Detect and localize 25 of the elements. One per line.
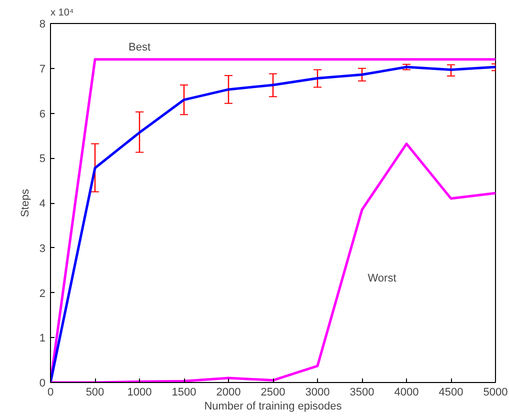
y-tick-label: 8 xyxy=(39,18,46,30)
x-tick-label: 5000 xyxy=(483,386,508,398)
x-tick-label: 4500 xyxy=(438,386,464,398)
x-axis-title: Number of training episodes xyxy=(204,400,342,412)
x-tick-label: 3000 xyxy=(305,386,330,398)
text: x 10⁴ xyxy=(50,8,74,18)
y-axis-title: Steps xyxy=(19,188,32,218)
x-tick-label: 2000 xyxy=(216,386,241,398)
x-tick-label: 500 xyxy=(86,386,104,398)
y-tick-label: 0 xyxy=(39,378,46,390)
y-tick-label: 6 xyxy=(39,108,46,120)
x-tick-label: 2500 xyxy=(260,386,286,398)
series-label: Best xyxy=(128,41,151,54)
y-tick-label: 7 xyxy=(39,63,46,76)
y-tick-label: 2 xyxy=(39,288,46,300)
x-tick-label: 1500 xyxy=(172,386,196,398)
text: Worst xyxy=(368,272,396,285)
x-tick-label: 3500 xyxy=(350,386,374,398)
x-tick-label: 1000 xyxy=(127,386,152,398)
y-tick-label: 5 xyxy=(39,153,46,166)
y-tick-label: 3 xyxy=(39,242,46,255)
y-tick-label: 1 xyxy=(39,332,46,345)
x-tick-label: 4000 xyxy=(394,386,419,398)
x-tick-label: 0 xyxy=(47,386,54,398)
y-tick-label: 4 xyxy=(39,198,46,210)
